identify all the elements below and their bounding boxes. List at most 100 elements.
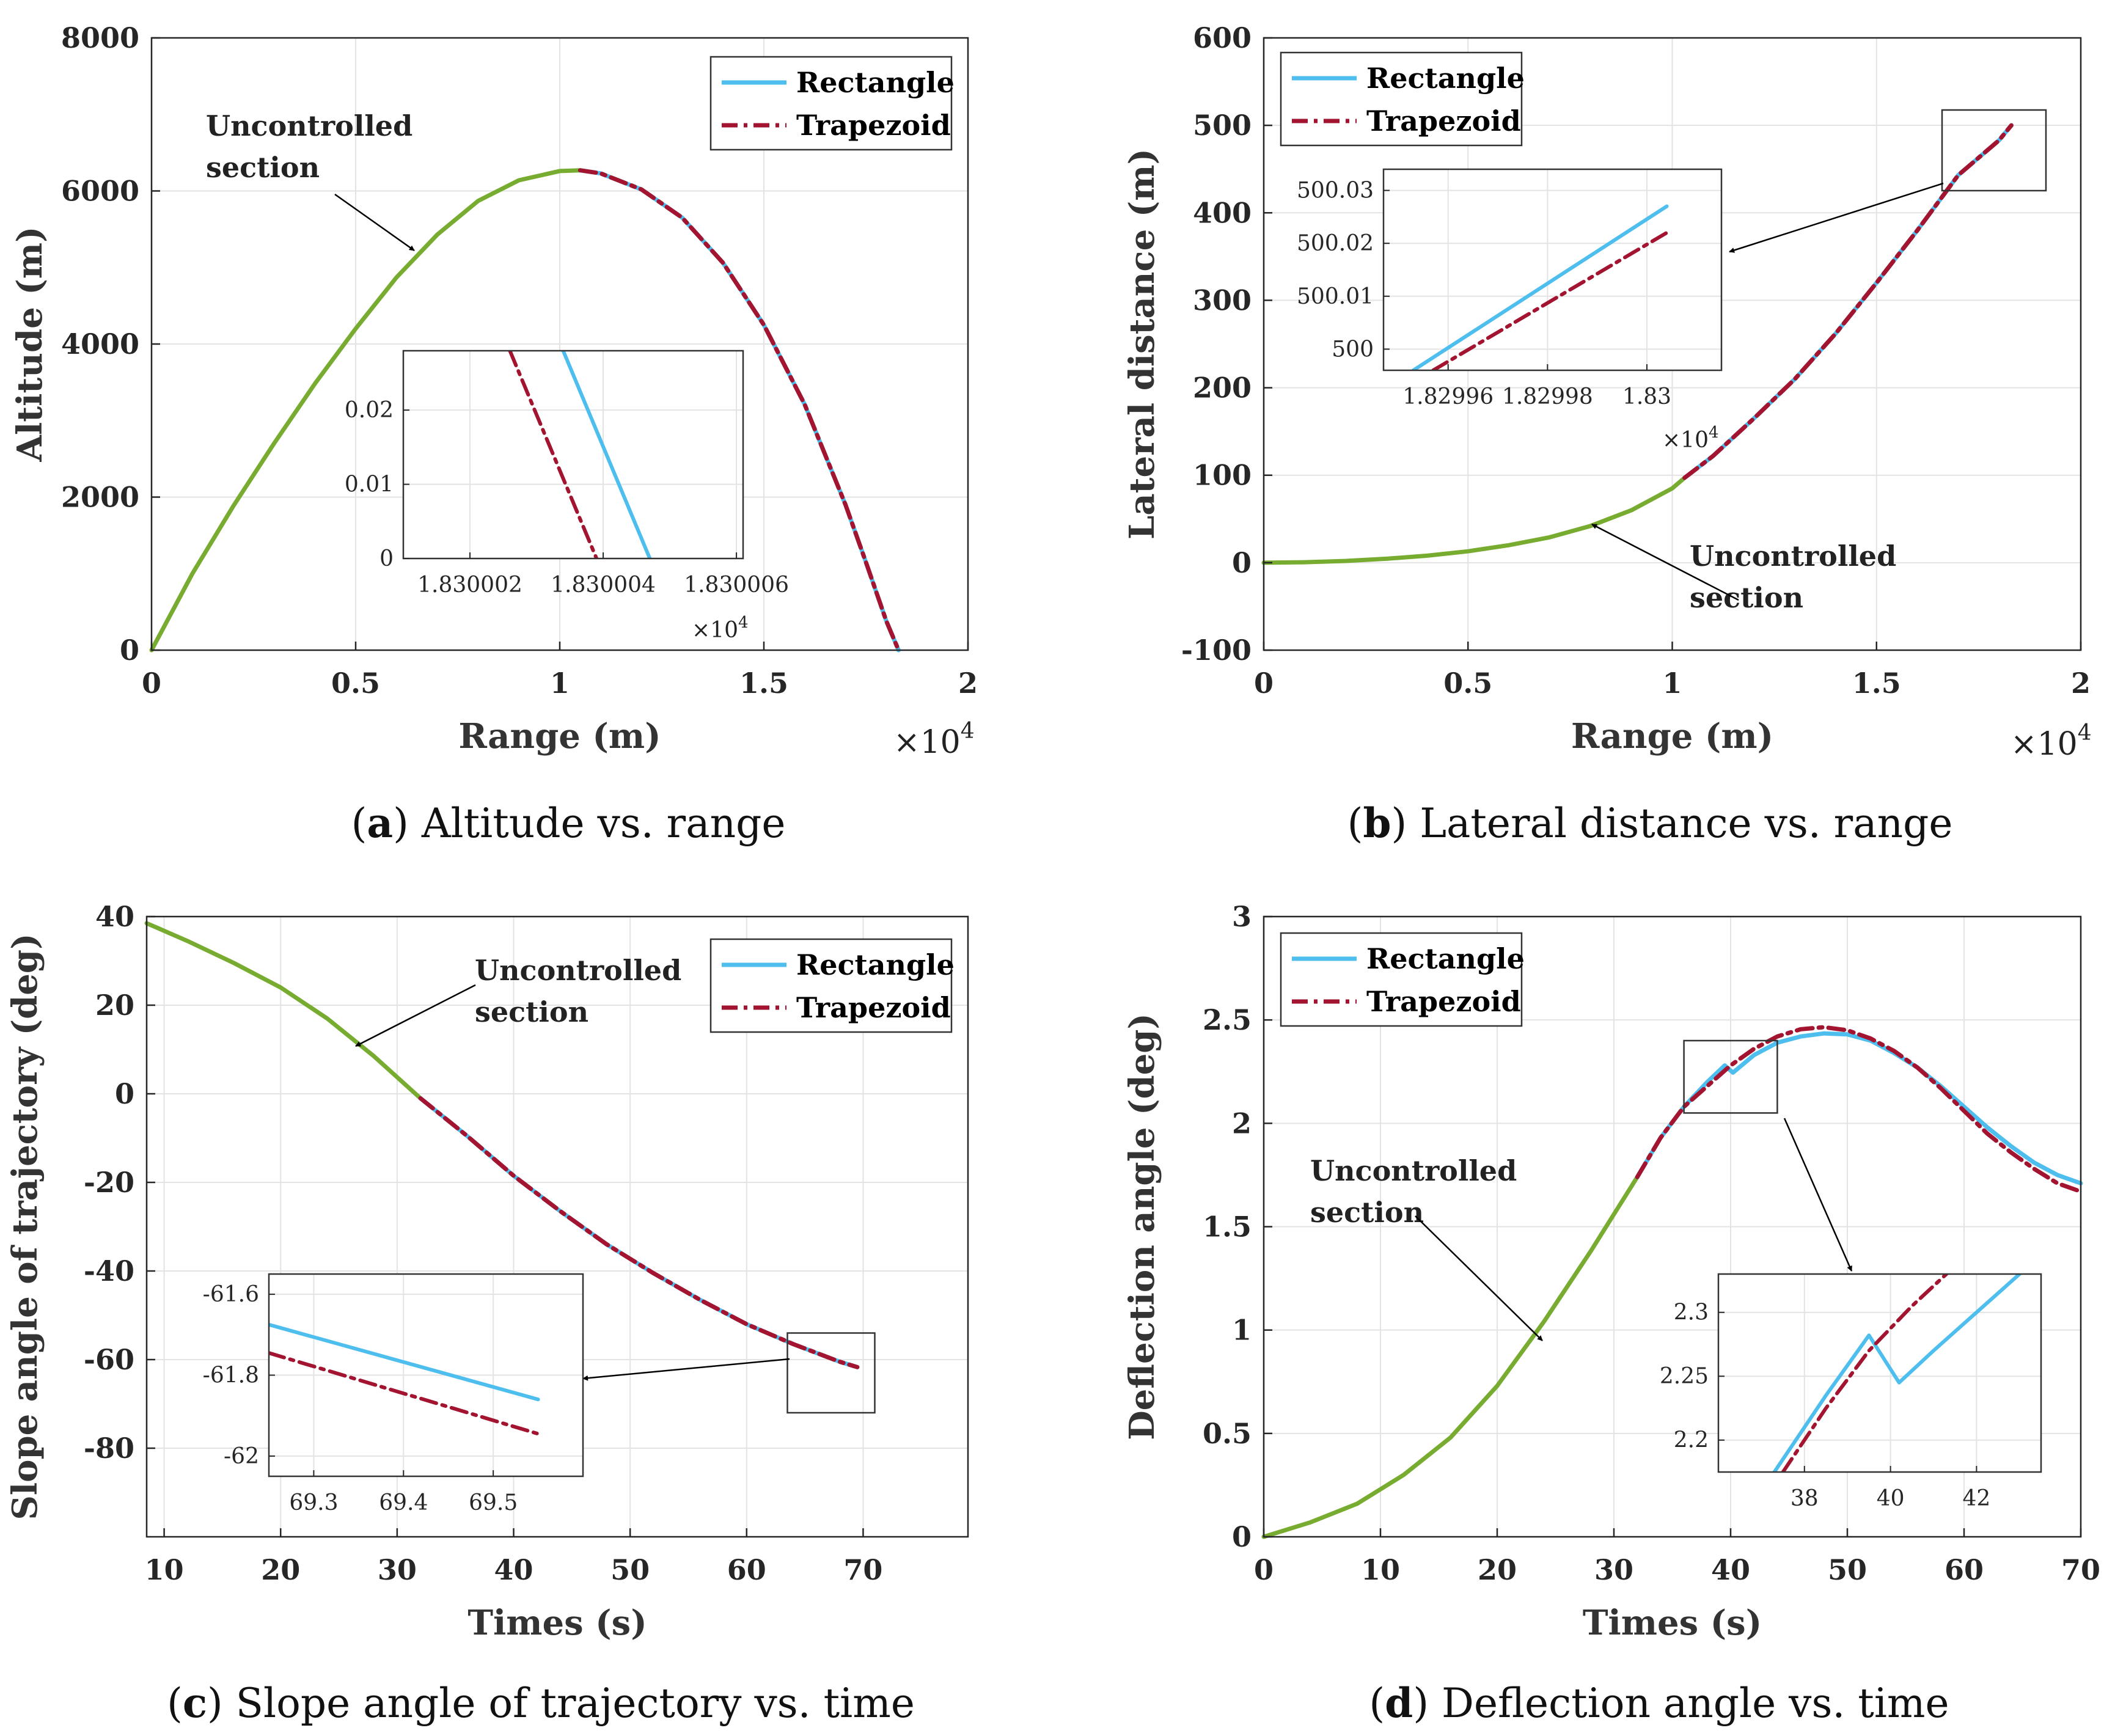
y-tick-label: 20 <box>95 989 134 1022</box>
legend-entry-trapezoid: Trapezoid <box>796 991 951 1024</box>
inset-frame <box>1717 1273 2042 1473</box>
zoom-arrow <box>582 1358 790 1381</box>
legend: Rectangle Trapezoid <box>709 938 955 1033</box>
legend-entry-rectangle: Rectangle <box>796 948 955 981</box>
inset-y-tick-label: 500 <box>1332 337 1374 362</box>
y-tick-label: 300 <box>1193 284 1252 317</box>
inset-y-tick-label: 500.01 <box>1297 284 1374 309</box>
figure-caption: (d) Deflection angle vs. time <box>1369 1679 1949 1727</box>
zoom-box <box>1941 109 2047 192</box>
y-axis-label: Altitude (m) <box>10 227 50 463</box>
inset-x-exponent-base: ×10 <box>1662 428 1709 453</box>
inset-y-tick-label: -61.6 <box>203 1282 259 1307</box>
annotation-text: section <box>206 151 320 184</box>
chart-d: 0 10 20 30 40 50 60 70 0 0.5 1 1.5 2 2.5 3 Times (s) Def… <box>1122 900 2100 1727</box>
x-tick-label: 1 <box>1662 667 1682 700</box>
main-series-uncontrolled <box>149 168 582 653</box>
inset-x-tick-label: 42 <box>1962 1486 1990 1511</box>
caption-letter: c <box>183 1679 207 1727</box>
inset-x-exponent: ×104 <box>1662 423 1719 453</box>
x-exponent: ×104 <box>2011 720 2092 763</box>
y-tick-label: 8000 <box>61 21 139 54</box>
caption-paren: ( <box>1347 800 1363 847</box>
inset: 38 40 42 2.2 2.25 2.3 <box>1660 1273 2042 1511</box>
inset-x-tick-label: 1.830002 <box>417 573 522 598</box>
y-tick-label: 1 <box>1232 1314 1252 1347</box>
x-axis-label: Range (m) <box>1571 716 1773 756</box>
caption-letter: b <box>1363 799 1391 847</box>
x-tick-label: 0.5 <box>1443 667 1492 700</box>
axes-frame <box>145 915 969 1538</box>
legend-box <box>1280 932 1523 1027</box>
y-axis-label: Slope angle of trajectory (deg) <box>5 933 45 1520</box>
legend-entry-rectangle: Rectangle <box>796 66 955 99</box>
caption-paren: ( <box>351 800 367 847</box>
x-tick-label: 10 <box>145 1553 184 1586</box>
inset-x-tick-label: 69.3 <box>289 1490 338 1515</box>
inset-x-exponent: ×104 <box>692 613 749 643</box>
x-exponent: ×104 <box>893 719 975 761</box>
y-tick-label: 200 <box>1193 372 1252 405</box>
zoom-box <box>786 1332 876 1414</box>
caption-paren: ) <box>393 800 409 847</box>
annotation-text: Uncontrolled <box>475 954 681 987</box>
inset-series-rectangle <box>561 351 652 559</box>
y-tick-label: 1.5 <box>1203 1210 1252 1243</box>
annotation-arrow <box>334 193 415 252</box>
x-tick-label: 40 <box>1711 1553 1750 1586</box>
y-tick-label: -40 <box>84 1254 134 1287</box>
annotation-arrow <box>1591 523 1739 601</box>
inset-y-tick-label: 0.02 <box>345 398 394 423</box>
x-tick-label: 0 <box>1254 667 1274 700</box>
legend-box <box>709 938 953 1033</box>
annotation-text: section <box>1690 581 1803 614</box>
annotation-text: section <box>475 995 588 1028</box>
inset-y-tick-label: 0.01 <box>345 472 394 497</box>
x-axis-label: Times (s) <box>467 1603 647 1643</box>
inset-x-tick-label: 1.83 <box>1622 384 1671 409</box>
zoom-arrow <box>1729 182 1944 253</box>
inset-y-tick-label: 500.02 <box>1297 231 1374 256</box>
figure-caption: (c) Slope angle of trajectory vs. time <box>167 1679 915 1727</box>
inset-y-tick-label: 2.2 <box>1674 1428 1709 1453</box>
legend: Rectangle Trapezoid <box>1280 932 1525 1027</box>
x-tick-label: 70 <box>2061 1553 2100 1586</box>
x-tick-label: 0 <box>142 667 161 700</box>
y-axis-label: Deflection angle (deg) <box>1122 1013 1162 1440</box>
inset-series <box>508 351 652 559</box>
y-tick-label: 500 <box>1193 109 1252 142</box>
caption-paren: ( <box>167 1680 183 1727</box>
inset-y-tick-label: 2.25 <box>1660 1364 1709 1389</box>
x-tick-label: 10 <box>1361 1553 1400 1586</box>
y-axis-label: Lateral distance (m) <box>1122 148 1162 540</box>
inset-area <box>403 351 743 559</box>
y-tick-label: 0 <box>120 634 139 667</box>
inset-x-exponent-power: 4 <box>1709 423 1719 442</box>
annotation-text: Uncontrolled <box>1690 540 1896 573</box>
inset-grid <box>1384 169 1721 370</box>
x-tick-label: 30 <box>378 1553 417 1586</box>
annotation-text: section <box>1310 1196 1424 1229</box>
x-tick-label: 60 <box>1945 1553 1984 1586</box>
y-tick-label: 2 <box>1232 1107 1252 1140</box>
x-tick-label: 70 <box>843 1553 882 1586</box>
y-tick-label: 0 <box>1232 1520 1252 1553</box>
zoom-box <box>1683 1039 1778 1114</box>
y-tick-label: 4000 <box>61 328 139 361</box>
inset-x-tick-label: 1.830004 <box>551 573 656 598</box>
inset-x-tick-label: 1.82996 <box>1402 384 1494 409</box>
y-tick-label: -80 <box>84 1432 134 1465</box>
x-tick-label: 60 <box>727 1553 766 1586</box>
x-tick-label: 40 <box>494 1553 533 1586</box>
inset-y-tick-label: -62 <box>224 1444 259 1469</box>
inset-grid <box>269 1274 583 1476</box>
y-tick-label: 0 <box>1232 546 1252 579</box>
legend: Rectangle Trapezoid <box>709 56 955 151</box>
legend-entry-rectangle: Rectangle <box>1366 62 1525 95</box>
inset-x-tick-label: 1.82998 <box>1502 384 1593 409</box>
caption-paren: ) <box>207 1680 223 1727</box>
inset-frame <box>1382 168 1723 372</box>
x-exponent-power: 4 <box>961 719 975 744</box>
legend-entry-trapezoid: Trapezoid <box>796 109 951 142</box>
x-tick-label: 1.5 <box>1852 667 1901 700</box>
